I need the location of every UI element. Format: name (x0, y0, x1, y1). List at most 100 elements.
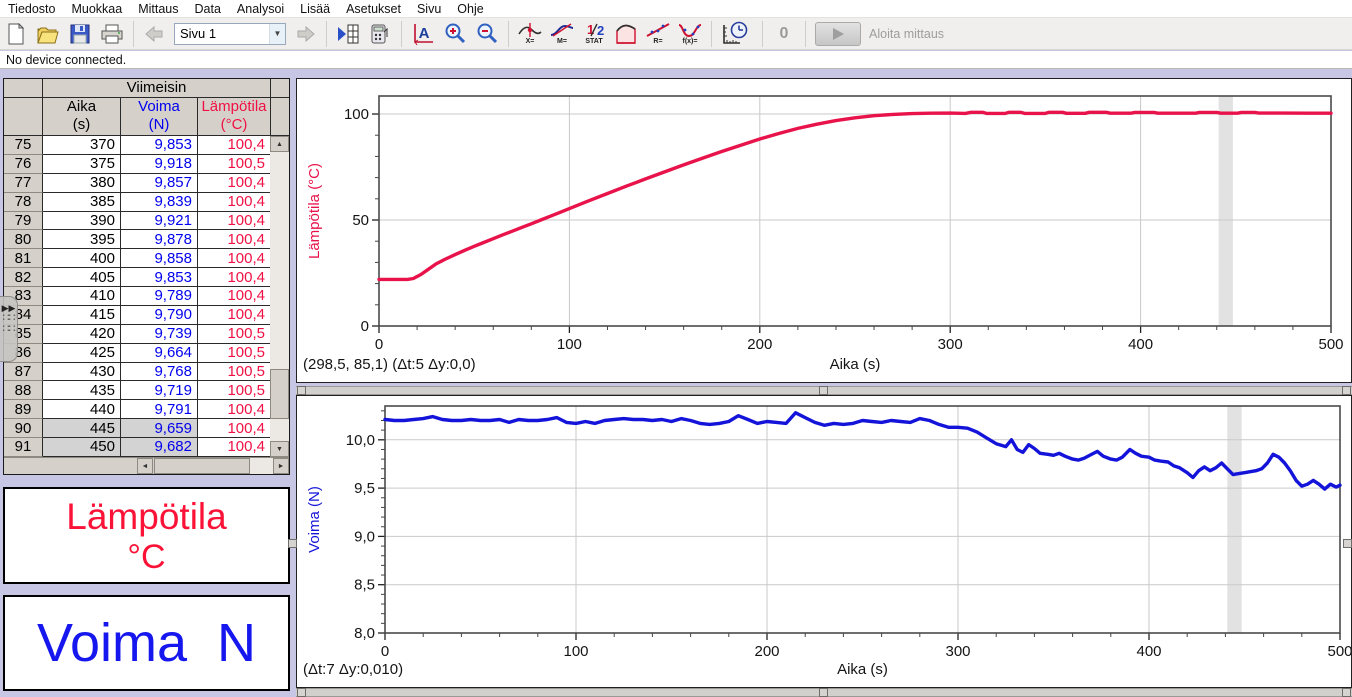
menu-item-asetukset[interactable]: Asetukset (338, 0, 409, 18)
data-table-panel[interactable]: Viimeisin Aika(s)Voima(N)Lämpötila(°C) 7… (3, 78, 290, 475)
open-file-button[interactable] (33, 20, 63, 48)
data-set-header[interactable]: Viimeisin (43, 79, 271, 98)
lampotila-cell[interactable]: 100,4 (198, 400, 271, 419)
aika-cell[interactable]: 370 (43, 136, 121, 155)
aika-cell[interactable]: 420 (43, 325, 121, 344)
save-button[interactable] (65, 20, 95, 48)
aika-cell[interactable]: 450 (43, 438, 121, 457)
statistics-button[interactable]: 12 STAT (579, 20, 609, 48)
scroll-left-button[interactable]: ◄ (137, 458, 153, 474)
lampotila-cell[interactable]: 100,4 (198, 230, 271, 249)
temperature-text-box[interactable]: Lämpötila °C (3, 487, 290, 584)
selection-handle[interactable] (819, 386, 828, 395)
lampotila-cell[interactable]: 100,5 (198, 155, 271, 174)
selection-handle[interactable] (1343, 539, 1352, 548)
lampotila-cell[interactable]: 100,5 (198, 381, 271, 400)
menu-item-data[interactable]: Data (187, 0, 229, 18)
calculator-button[interactable] (365, 20, 395, 48)
voima-cell[interactable]: 9,664 (121, 344, 198, 363)
row-number-cell[interactable]: 78 (4, 193, 43, 212)
aika-cell[interactable]: 405 (43, 268, 121, 287)
voima-cell[interactable]: 9,789 (121, 287, 198, 306)
lampotila-cell[interactable]: 100,4 (198, 268, 271, 287)
aika-cell[interactable]: 375 (43, 155, 121, 174)
aika-cell[interactable]: 435 (43, 381, 121, 400)
voima-cell[interactable]: 9,682 (121, 438, 198, 457)
lampotila-cell[interactable]: 100,4 (198, 438, 271, 457)
chevron-down-icon[interactable]: ▼ (269, 24, 285, 44)
voima-cell[interactable]: 9,790 (121, 306, 198, 325)
collect-button[interactable] (815, 22, 861, 46)
graph-splitter-bottom[interactable] (296, 688, 1352, 697)
row-number-cell[interactable]: 87 (4, 363, 43, 382)
integral-button[interactable] (611, 20, 641, 48)
row-number-cell[interactable]: 77 (4, 174, 43, 193)
row-number-cell[interactable]: 90 (4, 419, 43, 438)
menu-item-sivu[interactable]: Sivu (409, 0, 449, 18)
previous-page-button[interactable] (140, 20, 170, 48)
lampotila-cell[interactable]: 100,4 (198, 419, 271, 438)
next-page-button[interactable] (290, 20, 320, 48)
horizontal-scroll-thumb[interactable] (154, 458, 250, 474)
lampotila-cell[interactable]: 100,4 (198, 174, 271, 193)
row-number-cell[interactable]: 75 (4, 136, 43, 155)
new-file-button[interactable] (1, 20, 31, 48)
row-number-cell[interactable]: 88 (4, 381, 43, 400)
row-number-cell[interactable]: 81 (4, 249, 43, 268)
aika-cell[interactable]: 400 (43, 249, 121, 268)
selection-handle[interactable] (819, 688, 828, 697)
voima-cell[interactable]: 9,878 (121, 230, 198, 249)
voima-cell[interactable]: 9,791 (121, 400, 198, 419)
table-horizontal-scrollbar[interactable]: ◄ ► (4, 457, 289, 474)
lampotila-cell[interactable]: 100,5 (198, 344, 271, 363)
next-data-set-button[interactable] (333, 20, 363, 48)
examine-button[interactable]: X= (515, 20, 545, 48)
menu-item-ohje[interactable]: Ohje (449, 0, 491, 18)
row-number-cell[interactable]: 91 (4, 438, 43, 457)
aika-cell[interactable]: 425 (43, 344, 121, 363)
temperature-graph-panel[interactable]: 0100200300400500050100Lämpötila (°C)Aika… (296, 78, 1352, 383)
graph-splitter-top[interactable] (296, 386, 1352, 395)
linear-fit-button[interactable]: R= (643, 20, 673, 48)
scroll-right-button[interactable]: ► (273, 458, 289, 474)
column-header-voima[interactable]: Voima(N) (121, 98, 198, 136)
lampotila-cell[interactable]: 100,4 (198, 193, 271, 212)
voima-cell[interactable]: 9,921 (121, 212, 198, 231)
lampotila-cell[interactable]: 100,4 (198, 249, 271, 268)
zoom-out-button[interactable] (472, 20, 502, 48)
aika-cell[interactable]: 390 (43, 212, 121, 231)
lampotila-cell[interactable]: 100,4 (198, 212, 271, 231)
voima-cell[interactable]: 9,857 (121, 174, 198, 193)
voima-cell[interactable]: 9,739 (121, 325, 198, 344)
collapsed-palette-tab[interactable]: ▶▶ ∷∷ ∷∷ (0, 296, 18, 362)
lampotila-cell[interactable]: 100,5 (198, 363, 271, 382)
row-number-cell[interactable]: 76 (4, 155, 43, 174)
voima-cell[interactable]: 9,858 (121, 249, 198, 268)
selection-handle[interactable] (297, 688, 306, 697)
aika-cell[interactable]: 440 (43, 400, 121, 419)
zoom-in-button[interactable] (440, 20, 470, 48)
selection-handle[interactable] (288, 539, 297, 548)
aika-cell[interactable]: 445 (43, 419, 121, 438)
menu-item-muokkaa[interactable]: Muokkaa (63, 0, 130, 18)
menu-item-mittaus[interactable]: Mittaus (130, 0, 186, 18)
row-number-cell[interactable]: 82 (4, 268, 43, 287)
voima-cell[interactable]: 9,918 (121, 155, 198, 174)
aika-cell[interactable]: 415 (43, 306, 121, 325)
aika-cell[interactable]: 380 (43, 174, 121, 193)
aika-cell[interactable]: 410 (43, 287, 121, 306)
tangent-button[interactable]: M= (547, 20, 577, 48)
column-header-lämpötila[interactable]: Lämpötila(°C) (198, 98, 271, 136)
data-collection-setup-button[interactable] (718, 20, 756, 48)
print-button[interactable] (97, 20, 127, 48)
menu-item-analysoi[interactable]: Analysoi (229, 0, 292, 18)
selection-handle[interactable] (1342, 688, 1351, 697)
column-header-aika[interactable]: Aika(s) (43, 98, 121, 136)
selection-handle[interactable] (297, 386, 306, 395)
curve-fit-button[interactable]: f(x)= (675, 20, 705, 48)
row-number-cell[interactable]: 89 (4, 400, 43, 419)
lampotila-cell[interactable]: 100,4 (198, 287, 271, 306)
temperature-chart[interactable]: 0100200300400500050100Lämpötila (°C)Aika… (297, 79, 1351, 382)
vertical-scroll-thumb[interactable] (270, 369, 289, 419)
aika-cell[interactable]: 395 (43, 230, 121, 249)
